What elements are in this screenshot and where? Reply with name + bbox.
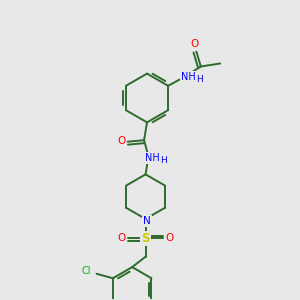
Text: O: O [117, 233, 125, 243]
Text: N: N [143, 216, 151, 226]
Text: O: O [166, 233, 174, 243]
Text: O: O [191, 39, 199, 49]
Text: Cl: Cl [82, 266, 91, 276]
Text: O: O [117, 136, 125, 146]
Text: S: S [141, 232, 150, 245]
Text: H: H [160, 157, 167, 166]
Text: NH: NH [145, 153, 160, 163]
Text: H: H [196, 75, 203, 84]
Text: NH: NH [181, 72, 196, 82]
